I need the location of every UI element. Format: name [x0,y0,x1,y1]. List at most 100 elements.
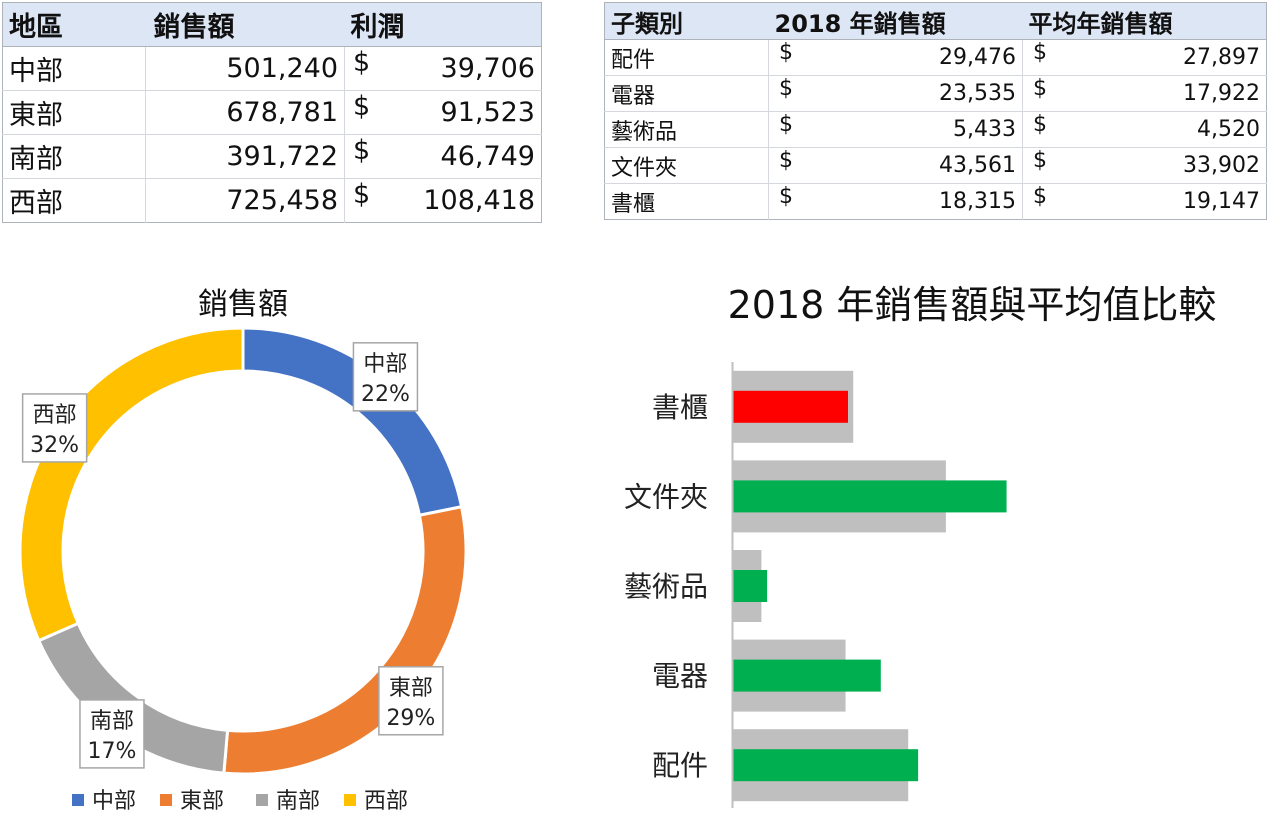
table-row: 南部 391,722 $46,749 [2,134,542,179]
subcategory-cell[interactable]: 藝術品 [604,111,769,148]
donut-data-label-name: 南部 [90,709,134,734]
legend-label: 東部 [180,789,224,814]
table-row: 書櫃 $18,315 $19,147 [604,183,1267,220]
bar-average[interactable] [733,729,909,802]
currency-symbol: $ [353,135,371,166]
bar-average[interactable] [733,639,846,712]
bar-marks [733,370,1007,802]
currency-symbol: $ [779,148,793,173]
legend-item[interactable]: 西部 [344,789,408,814]
region-header-region[interactable]: 地區 [2,2,146,47]
sales-2018-cell[interactable]: $18,315 [768,183,1023,220]
sales-cell[interactable]: 391,722 [145,134,345,179]
donut-slice-4[interactable] [18,326,245,643]
donut-data-label: 南部 17% [79,699,145,769]
sales-2018-value: 5,433 [953,117,1016,142]
donut-slice-1[interactable] [241,326,464,518]
avg-sales-value: 4,520 [1197,117,1260,142]
profit-cell[interactable]: $39,706 [344,46,542,91]
subcategory-cell[interactable]: 書櫃 [604,183,769,220]
donut-data-label-box [378,666,444,736]
subcategory-header-2018-sales[interactable]: 2018 年銷售額 [768,2,1023,40]
currency-symbol: $ [779,112,793,137]
currency-symbol: $ [779,184,793,209]
legend-label: 中部 [92,789,136,814]
region-header-profit[interactable]: 利潤 [344,2,542,47]
table-row: 西部 725,458 $108,418 [2,178,542,223]
bar-2018-sales[interactable] [733,659,881,692]
donut-data-label-box [352,342,419,412]
bar-2018-sales[interactable] [733,480,1007,513]
profit-cell[interactable]: $46,749 [344,134,542,179]
sales-2018-value: 18,315 [939,189,1016,214]
donut-data-label-percent: 22% [361,382,410,407]
sales-cell[interactable]: 725,458 [145,178,345,223]
sales-cell[interactable]: 501,240 [145,46,345,91]
bar-2018-sales[interactable] [733,749,919,782]
region-cell[interactable]: 中部 [2,46,146,91]
donut-data-label: 東部 29% [378,666,444,736]
bar-category-label: 書櫃 [652,391,708,424]
subcategory-cell[interactable]: 文件夾 [604,147,769,184]
bar-2018-sales[interactable] [733,570,768,602]
bar-average[interactable] [733,370,854,443]
table-row: 文件夾 $43,561 $33,902 [604,147,1267,184]
profit-cell[interactable]: $108,418 [345,179,542,223]
currency-symbol: $ [353,91,371,122]
region-cell[interactable]: 南部 [2,134,146,179]
region-header-sales[interactable]: 銷售額 [145,2,345,47]
bar-category-label: 配件 [652,749,708,782]
donut-data-label-box [79,699,145,769]
subcategory-header-name[interactable]: 子類別 [604,2,769,40]
avg-sales-cell[interactable]: $4,520 [1022,111,1267,148]
subcategory-cell[interactable]: 配件 [604,39,769,76]
region-cell[interactable]: 西部 [2,178,146,223]
legend-swatch [344,794,356,806]
avg-sales-value: 27,897 [1183,45,1260,70]
legend-item[interactable]: 中部 [72,789,136,814]
bar-chart-title: 2018 年銷售額與平均值比較 [728,283,1217,327]
bar-average[interactable] [733,460,946,533]
donut-data-label-name: 中部 [363,352,407,377]
sales-2018-cell[interactable]: $43,561 [768,147,1023,184]
profit-value: 91,523 [440,97,535,128]
avg-sales-value: 19,147 [1183,189,1260,214]
bar-category-label: 電器 [652,660,708,693]
currency-symbol: $ [779,76,793,101]
sales-2018-value: 23,535 [939,81,1016,106]
subcategory-sales-table: 子類別 2018 年銷售額 平均年銷售額 配件 $29,476 $27,897 … [604,2,1267,220]
legend-item[interactable]: 南部 [256,789,320,814]
sales-2018-cell[interactable]: $5,433 [768,111,1023,148]
bar-average[interactable] [733,550,762,622]
region-cell[interactable]: 東部 [2,90,146,135]
sales-cell[interactable]: 678,781 [145,90,345,135]
subcategory-cell[interactable]: 電器 [604,75,769,112]
legend-swatch [160,794,172,806]
avg-sales-cell[interactable]: $27,897 [1022,39,1267,76]
currency-symbol: $ [1033,184,1047,209]
donut-data-label-name: 西部 [33,403,77,428]
legend-item[interactable]: 東部 [160,789,224,814]
bar-category-label: 文件夾 [624,480,708,513]
avg-sales-cell[interactable]: $33,902 [1022,147,1267,184]
donut-data-label-percent: 29% [386,706,435,731]
bar-2018-sales[interactable] [733,390,849,423]
profit-value: 108,418 [423,185,535,216]
sales-2018-cell[interactable]: $29,476 [768,39,1023,76]
currency-symbol: $ [1033,112,1047,137]
profit-value: 46,749 [440,141,535,172]
bar-category-label: 藝術品 [624,570,708,603]
sales-2018-cell[interactable]: $23,535 [768,75,1023,112]
avg-sales-cell[interactable]: $19,147 [1023,184,1267,220]
donut-data-label-percent: 32% [30,433,79,458]
donut-data-label-name: 東部 [389,676,433,701]
avg-sales-value: 33,902 [1183,153,1260,178]
currency-symbol: $ [1033,40,1047,65]
subcategory-header-avg-sales[interactable]: 平均年銷售額 [1022,2,1267,40]
legend-swatch [72,794,84,806]
profit-cell[interactable]: $91,523 [344,90,542,135]
region-header-row: 地區 銷售額 利潤 [2,2,542,47]
avg-sales-cell[interactable]: $17,922 [1022,75,1267,112]
